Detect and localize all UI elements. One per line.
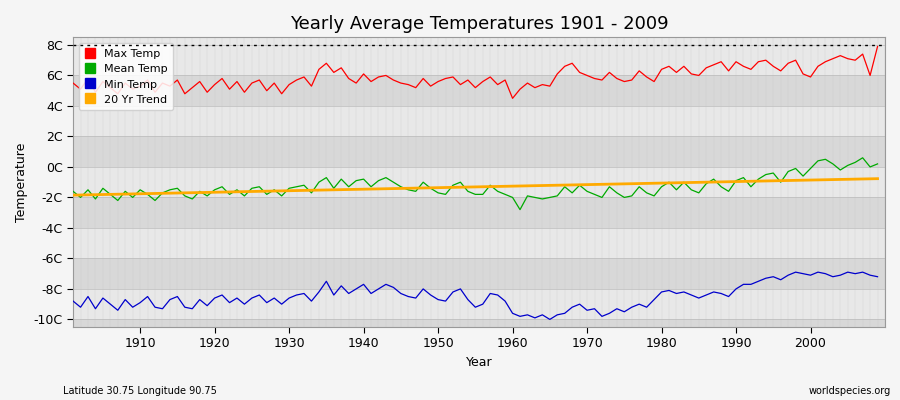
Text: Latitude 30.75 Longitude 90.75: Latitude 30.75 Longitude 90.75 bbox=[63, 386, 217, 396]
Bar bbox=[73, 45, 885, 76]
Bar bbox=[73, 258, 885, 289]
Legend: Max Temp, Mean Temp, Min Temp, 20 Yr Trend: Max Temp, Mean Temp, Min Temp, 20 Yr Tre… bbox=[78, 43, 174, 110]
Bar bbox=[73, 37, 885, 45]
Bar bbox=[73, 228, 885, 258]
Bar bbox=[73, 106, 885, 136]
Bar bbox=[73, 198, 885, 228]
Bar bbox=[73, 320, 885, 327]
Bar bbox=[73, 167, 885, 198]
X-axis label: Year: Year bbox=[465, 356, 492, 369]
Bar bbox=[73, 76, 885, 106]
Bar bbox=[73, 289, 885, 320]
Text: worldspecies.org: worldspecies.org bbox=[809, 386, 891, 396]
Y-axis label: Temperature: Temperature bbox=[15, 142, 28, 222]
Bar bbox=[73, 136, 885, 167]
Title: Yearly Average Temperatures 1901 - 2009: Yearly Average Temperatures 1901 - 2009 bbox=[290, 15, 669, 33]
